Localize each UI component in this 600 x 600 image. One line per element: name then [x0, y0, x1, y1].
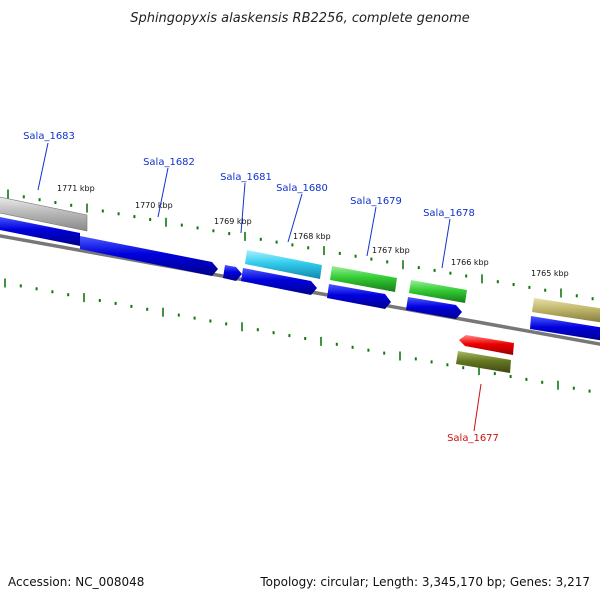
genome-summary-text: Topology: circular; Length: 3,345,170 bp… — [259, 575, 590, 589]
gene-sala-1677-feature[interactable] — [459, 335, 514, 355]
scale-labels: 1771 kbp 1770 kbp 1769 kbp 1768 kbp 1767… — [57, 184, 569, 278]
map-title: Sphingopyxis alaskensis RB2256, complete… — [130, 11, 470, 26]
leader-sala-1682 — [157, 167, 169, 218]
lower-tick-track — [4, 278, 591, 393]
gene-label-sala-1681[interactable]: Sala_1681 — [220, 172, 272, 183]
scale-label-1771: 1771 kbp — [57, 184, 95, 193]
gene-sala-1678-feature[interactable] — [409, 280, 467, 303]
gene-label-sala-1678[interactable]: Sala_1678 — [423, 208, 475, 219]
leader-sala-1677 — [473, 383, 482, 432]
leader-sala-1678 — [441, 218, 451, 269]
gene-sala-1683-cds[interactable] — [0, 216, 80, 246]
gene-label-sala-1677[interactable]: Sala_1677 — [447, 433, 499, 444]
gene-track — [0, 196, 600, 373]
leader-sala-1683 — [37, 142, 49, 191]
gene-sala-1677-cds[interactable] — [456, 351, 511, 373]
upper-tick-track — [7, 189, 594, 301]
gene-label-sala-1683[interactable]: Sala_1683 — [23, 131, 75, 142]
gene-sala-1680-feature[interactable] — [245, 250, 322, 279]
gene-right-cds[interactable] — [530, 316, 600, 341]
gene-labels: Sala_1683 Sala_1682 Sala_1681 Sala_1680 … — [23, 131, 499, 444]
gene-right-feature[interactable] — [532, 298, 600, 323]
scale-label-1766: 1766 kbp — [451, 258, 489, 267]
scale-label-1767: 1767 kbp — [372, 246, 410, 255]
gene-sala-1680-cds[interactable] — [241, 268, 317, 295]
gene-label-leaders — [37, 142, 482, 432]
gene-sala-1681-cds[interactable] — [223, 265, 242, 281]
gene-sala-1678-cds[interactable] — [406, 297, 462, 319]
leader-sala-1681 — [240, 182, 246, 234]
leader-sala-1680 — [287, 193, 303, 243]
scale-label-1765: 1765 kbp — [531, 269, 569, 278]
gene-label-sala-1679[interactable]: Sala_1679 — [350, 196, 402, 207]
accession-text: Accession: NC_008048 — [8, 575, 144, 589]
scale-label-1769: 1769 kbp — [214, 217, 252, 226]
scale-label-1770: 1770 kbp — [135, 201, 173, 210]
gene-sala-1683-feature[interactable] — [0, 196, 88, 232]
gene-label-sala-1680[interactable]: Sala_1680 — [276, 183, 328, 194]
gene-sala-1679-cds[interactable] — [327, 284, 391, 309]
gene-sala-1679-feature[interactable] — [330, 266, 397, 292]
scale-label-1768: 1768 kbp — [293, 232, 331, 241]
gene-sala-1682-cds[interactable] — [80, 236, 218, 276]
leader-sala-1679 — [366, 206, 377, 257]
gene-label-sala-1682[interactable]: Sala_1682 — [143, 157, 195, 168]
